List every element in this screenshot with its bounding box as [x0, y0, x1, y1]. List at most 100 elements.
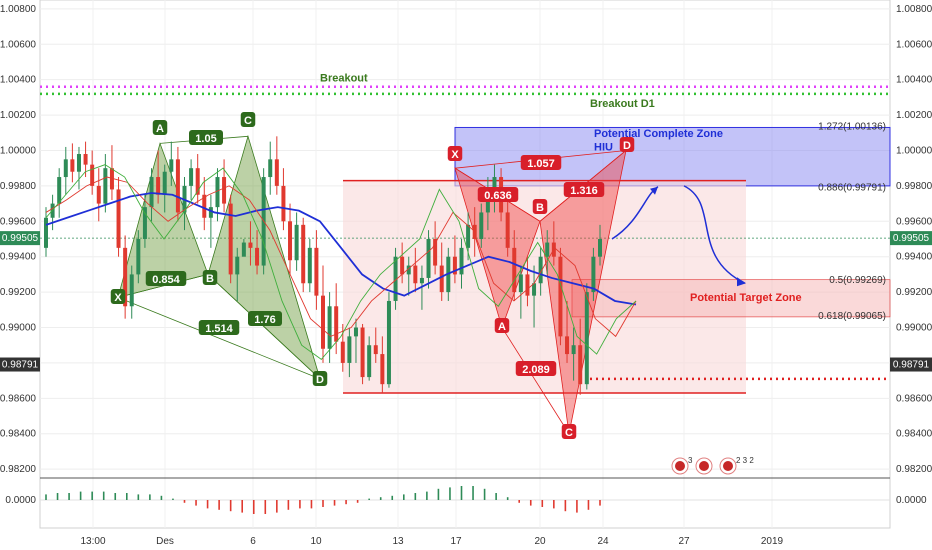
candle-body [301, 224, 306, 284]
ratio-red [477, 187, 519, 202]
candle-body [578, 345, 583, 385]
candle-body [525, 274, 530, 296]
moving-average-blue [45, 192, 637, 306]
y-tick-right: 0.99200 [896, 287, 932, 298]
pattern-point-red-a [494, 318, 510, 333]
candle-body [347, 336, 352, 363]
y-tick-left: 0.99600 [0, 216, 36, 227]
pattern-point-red-c-text: C [565, 427, 573, 439]
current-price-tag-right [890, 231, 932, 246]
ratio-green-text: 1.76 [254, 314, 275, 326]
pattern-point-green-b [202, 270, 218, 285]
event-flag-inner [723, 461, 733, 471]
y-tick-right: 0.99800 [896, 181, 932, 192]
fib-level-0618: 0.618(0.99065) [818, 311, 886, 322]
y-tick-left: 0.99400 [0, 252, 36, 263]
projection-arrow-down [683, 185, 746, 284]
y-tick-right: 0.98200 [896, 464, 932, 475]
candle-body [360, 327, 365, 378]
ratio-red [515, 361, 557, 376]
candle-body [44, 217, 48, 248]
candle-body [538, 256, 543, 284]
candle-body [288, 221, 293, 261]
y-tick-left: 0.98200 [0, 464, 36, 475]
x-tick: 17 [450, 536, 462, 547]
y-tick-right: 1.00400 [896, 75, 932, 86]
candle-body [334, 306, 339, 342]
candle-body [235, 256, 240, 275]
candle-body [353, 327, 358, 337]
candle-body [532, 283, 537, 296]
y-tick-left: 1.00400 [0, 75, 36, 86]
candle-body [419, 277, 424, 284]
y-tick-left: 1.00000 [0, 145, 36, 156]
candle-body [512, 247, 517, 293]
y-tick-left: 0.99200 [0, 287, 36, 298]
candle-body [83, 154, 88, 165]
y-tick-left: 1.00600 [0, 39, 36, 50]
candle-body [294, 224, 299, 261]
pattern-point-red-a-text: A [498, 321, 506, 333]
candle-body [459, 247, 464, 275]
marked-price-tag-left [0, 357, 40, 372]
candle-body [222, 177, 227, 204]
y-tick-left: 1.00800 [0, 4, 36, 15]
candle-body [208, 207, 213, 218]
y-tick-left: 0.98400 [0, 429, 36, 440]
candle-body [123, 247, 128, 307]
candle-body [591, 256, 596, 293]
x-tick: 2019 [761, 536, 784, 547]
candle-body [228, 203, 233, 275]
candle-body [70, 159, 75, 172]
candle-body [479, 212, 484, 239]
current-price-tag-left [0, 231, 40, 246]
y-tick-right: 0.99000 [896, 323, 932, 334]
candle-body [367, 345, 372, 378]
pattern-point-red-c [561, 424, 577, 439]
candle-body [452, 256, 457, 275]
breakout-label: Breakout [320, 73, 368, 85]
ratio-red [520, 155, 562, 170]
pattern-line-ac [501, 327, 570, 434]
ratio-green-text: 1.05 [195, 133, 216, 145]
osc-tick-left: 0.0000 [5, 495, 36, 506]
pattern-point-green-a-text: A [156, 123, 164, 135]
breakout-d1-label: Breakout D1 [590, 98, 655, 110]
candle-body [584, 292, 589, 385]
candle-body [492, 177, 497, 190]
candle-body [195, 168, 200, 195]
y-tick-right: 0.99400 [896, 252, 932, 263]
candle-body [162, 171, 167, 195]
candle-body [142, 207, 147, 239]
candle-body [202, 194, 207, 218]
candle-body [380, 354, 385, 385]
ratio-red [563, 182, 605, 197]
ratio-green-text: 0.854 [152, 274, 180, 286]
candle-body [598, 239, 602, 257]
candle-body [307, 247, 312, 284]
moving-average-green [45, 164, 637, 360]
pattern-point-green-c [240, 112, 256, 127]
ratio-red-text: 1.057 [527, 158, 555, 170]
x-tick: 10 [310, 536, 322, 547]
candle-body [63, 159, 68, 178]
ratio-green [198, 320, 240, 335]
candle-body [268, 159, 273, 178]
y-tick-left: 0.99800 [0, 181, 36, 192]
x-tick: 6 [250, 536, 256, 547]
candle-body [386, 300, 391, 385]
candle-body [76, 154, 81, 172]
candle-body [241, 242, 246, 257]
event-flag-inner [699, 461, 709, 471]
y-tick-right: 0.98400 [896, 429, 932, 440]
x-tick: 27 [678, 536, 690, 547]
y-tick-right: 0.99600 [896, 216, 932, 227]
candle-body [255, 247, 260, 266]
pattern-point-red-x [447, 146, 463, 161]
pattern-point-red-b [532, 199, 548, 214]
y-tick-left: 1.00200 [0, 110, 36, 121]
marked-price-tag-right [890, 357, 932, 372]
ratio-green-text: 1.514 [205, 323, 233, 335]
arrowhead-up [650, 186, 658, 195]
